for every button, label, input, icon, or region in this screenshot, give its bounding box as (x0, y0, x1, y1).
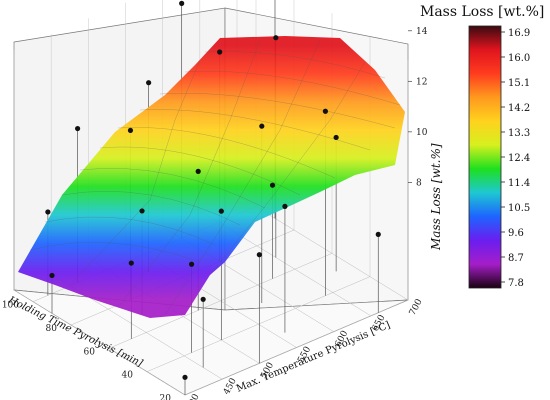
data-point (75, 125, 81, 132)
colorbar-tick-label: 16.9 (508, 28, 530, 39)
data-point (139, 208, 145, 214)
data-point (127, 127, 134, 134)
x-tick-label: 60 (84, 347, 96, 357)
contour-line (204, 51, 386, 79)
contour-line (69, 59, 201, 286)
contour-line (61, 191, 241, 226)
data-point (333, 134, 339, 141)
colorbar-tick-label: 8.7 (508, 253, 524, 264)
colorbar-tick-label: 16.0 (508, 53, 530, 64)
contour-line (117, 127, 336, 179)
colorbar-tick-label: 13.3 (508, 128, 530, 139)
surface-patch (18, 36, 405, 318)
data-point (45, 209, 51, 215)
data-point (128, 260, 134, 266)
data-point (179, 0, 185, 6)
colorbar: Mass Loss [wt.%] 16.9 16.0 15.1 14.2 13.3 12.… (420, 4, 544, 289)
data-point (282, 203, 288, 209)
data-point (49, 272, 55, 279)
colorbar-tick-label: 9.6 (508, 228, 524, 239)
data-point (200, 296, 206, 302)
data-point (375, 231, 381, 237)
data-point (259, 123, 265, 129)
data-point (218, 208, 224, 214)
colorbar-tick-label: 14.2 (508, 103, 530, 114)
colorbar-tick-label: 7.8 (508, 278, 524, 289)
contour-line (99, 146, 301, 196)
contour-line (44, 216, 216, 246)
colorbar-tick-label: 12.4 (508, 153, 530, 164)
contour-line (184, 71, 401, 106)
data-point (182, 374, 188, 380)
mass-loss-ticks: 810121416 (408, 27, 428, 188)
data-point (269, 182, 276, 188)
colorbar-tick-label: 15.1 (508, 78, 530, 89)
holding-time-ticks: 20 40 60 80 100 (2, 301, 171, 400)
z-tick-label: 14 (416, 27, 428, 37)
data-points (45, 0, 381, 380)
data-point (273, 35, 279, 41)
x-tick-label: 40 (122, 371, 134, 381)
data-point (217, 49, 223, 55)
data-point (195, 168, 201, 174)
contour-line (119, 39, 261, 306)
x-tick-label: 80 (46, 324, 58, 334)
y-tick-label: 700 (408, 297, 425, 317)
data-point (322, 108, 328, 114)
z-tick-label: 8 (416, 178, 422, 188)
data-point (189, 261, 195, 267)
contour-line (159, 93, 396, 129)
colorbar-tick-label: 11.4 (508, 178, 530, 189)
x-tick-label: 100 (2, 301, 19, 311)
mass-loss-surface (18, 36, 405, 318)
surface-contours (29, 39, 401, 316)
contour-line (29, 242, 201, 263)
data-point (146, 80, 152, 86)
z-tick-label: 12 (416, 77, 427, 87)
data-point (256, 252, 262, 258)
contour-line (209, 61, 366, 276)
contour-line (79, 168, 266, 209)
colorbar-gradient (468, 25, 502, 289)
colorbar-ticks: 16.9 16.0 15.1 14.2 13.3 12.4 11.4 10.5 9.6 8.7 7.… (501, 28, 530, 289)
z-tick-label: 10 (416, 128, 428, 138)
colorbar-tick-label: 10.5 (508, 203, 530, 214)
z-axis-title: Mass Loss [wt.%] (429, 143, 443, 251)
x-tick-label: 20 (160, 394, 172, 400)
floor-grid-line (13, 289, 186, 396)
colorbar-title: Mass Loss [wt.%] (420, 4, 544, 20)
y-tick-label: 400 (185, 392, 202, 400)
contour-line (164, 39, 321, 316)
